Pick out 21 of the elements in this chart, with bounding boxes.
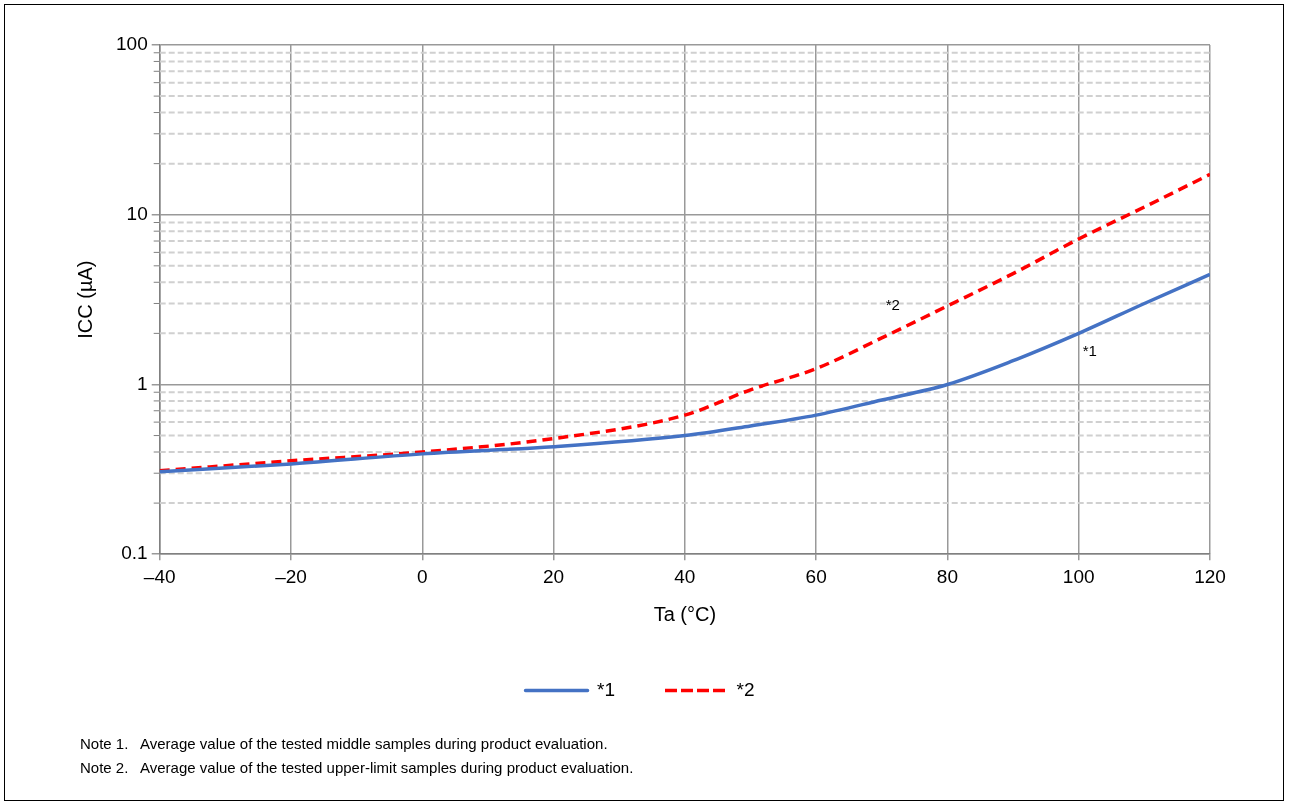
y-tick-label: 10 bbox=[126, 202, 148, 224]
legend-label: *2 bbox=[736, 678, 755, 700]
annotation: *1 bbox=[1082, 341, 1097, 359]
x-tick-label: 40 bbox=[674, 565, 696, 587]
x-tick-label: 0 bbox=[416, 565, 428, 587]
x-tick-label: 120 bbox=[1194, 565, 1226, 587]
x-tick-label: 20 bbox=[542, 565, 565, 587]
x-tick-label: –20 bbox=[275, 565, 307, 587]
x-tick-label: 100 bbox=[1062, 565, 1095, 587]
x-tick-label: 80 bbox=[936, 565, 958, 587]
legend-label: *1 bbox=[597, 678, 616, 700]
x-tick-label: 60 bbox=[805, 565, 827, 587]
text: Note 2. Average value of the tested upper-limit samples during product evaluation. bbox=[80, 758, 634, 778]
x-axis-title: Ta (°C) bbox=[653, 602, 717, 625]
x-tick-label: –40 bbox=[143, 565, 176, 587]
text: Note 1. Average value of the tested middle samples during product evaluation. bbox=[80, 734, 609, 754]
y-tick-label: 0.1 bbox=[121, 542, 148, 564]
annotation: *2 bbox=[885, 296, 900, 314]
y-tick-label: 100 bbox=[116, 33, 148, 55]
y-tick-label: 1 bbox=[137, 372, 148, 394]
y-axis-title: ICC (µA) bbox=[73, 260, 96, 339]
